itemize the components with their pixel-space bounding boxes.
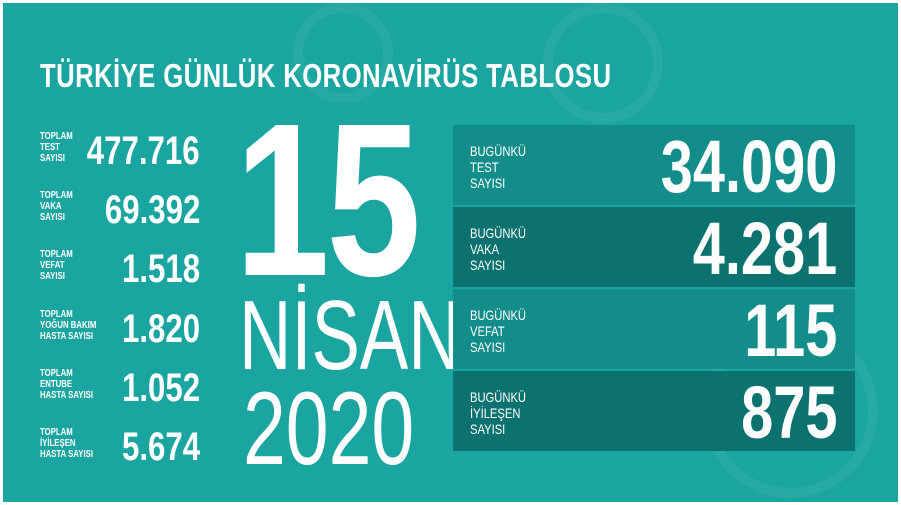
date-month: NİSAN	[239, 280, 461, 390]
stat-value: 115	[743, 289, 837, 372]
stat-label: TOPLAM İYİLEŞEN HASTA SAYISI	[40, 427, 94, 460]
stat-value: 1.518	[121, 247, 200, 291]
stat-value: 4.281	[692, 207, 837, 290]
page-title: TÜRKİYE GÜNLÜK KORONAVİRÜS TABLOSU	[40, 57, 612, 94]
date-day: 15	[235, 79, 421, 322]
virus-watermark-icon	[543, 3, 663, 123]
daily-recovered-panel: BUGÜNKÜ İYİLEŞEN SAYISI 875	[453, 371, 855, 451]
total-cases: TOPLAM VAKA SAYISI 69.392	[40, 186, 200, 236]
total-test: TOPLAM TEST SAYISI 477.716	[40, 127, 200, 177]
stat-label: TOPLAM YOĞUN BAKIM HASTA SAYISI	[40, 309, 97, 342]
stat-value: 69.392	[104, 188, 200, 232]
stat-label: TOPLAM TEST SAYISI	[40, 131, 73, 164]
daily-deaths-panel: BUGÜNKÜ VEFAT SAYISI 115	[453, 289, 855, 369]
stat-label: BUGÜNKÜ VEFAT SAYISI	[470, 307, 527, 355]
total-icu: TOPLAM YOĞUN BAKIM HASTA SAYISI 1.820	[40, 305, 200, 355]
stat-value: 34.090	[660, 125, 837, 208]
stat-label: TOPLAM ENTUBE HASTA SAYISI	[40, 368, 94, 401]
total-deaths: TOPLAM VEFAT SAYISI 1.518	[40, 245, 200, 295]
date-year: 2020	[243, 371, 415, 487]
stat-label: TOPLAM VEFAT SAYISI	[40, 249, 73, 282]
daily-cases-panel: BUGÜNKÜ VAKA SAYISI 4.281	[453, 207, 855, 287]
stat-label: BUGÜNKÜ İYİLEŞEN SAYISI	[470, 389, 527, 437]
stat-label: BUGÜNKÜ VAKA SAYISI	[470, 225, 527, 273]
stat-label: TOPLAM VAKA SAYISI	[40, 190, 73, 223]
total-intubated: TOPLAM ENTUBE HASTA SAYISI 1.052	[40, 364, 200, 414]
total-recovered: TOPLAM İYİLEŞEN HASTA SAYISI 5.674	[40, 423, 200, 473]
virus-watermark-icon	[293, 3, 393, 103]
stat-value: 875	[740, 371, 837, 454]
infographic-card: TÜRKİYE GÜNLÜK KORONAVİRÜS TABLOSU TOPLA…	[3, 3, 898, 502]
stat-value: 1.052	[121, 366, 200, 410]
stat-label: BUGÜNKÜ TEST SAYISI	[470, 143, 527, 191]
stat-value: 477.716	[87, 129, 200, 173]
daily-test-panel: BUGÜNKÜ TEST SAYISI 34.090	[453, 125, 855, 205]
stat-value: 5.674	[121, 425, 200, 469]
stat-value: 1.820	[121, 307, 200, 351]
